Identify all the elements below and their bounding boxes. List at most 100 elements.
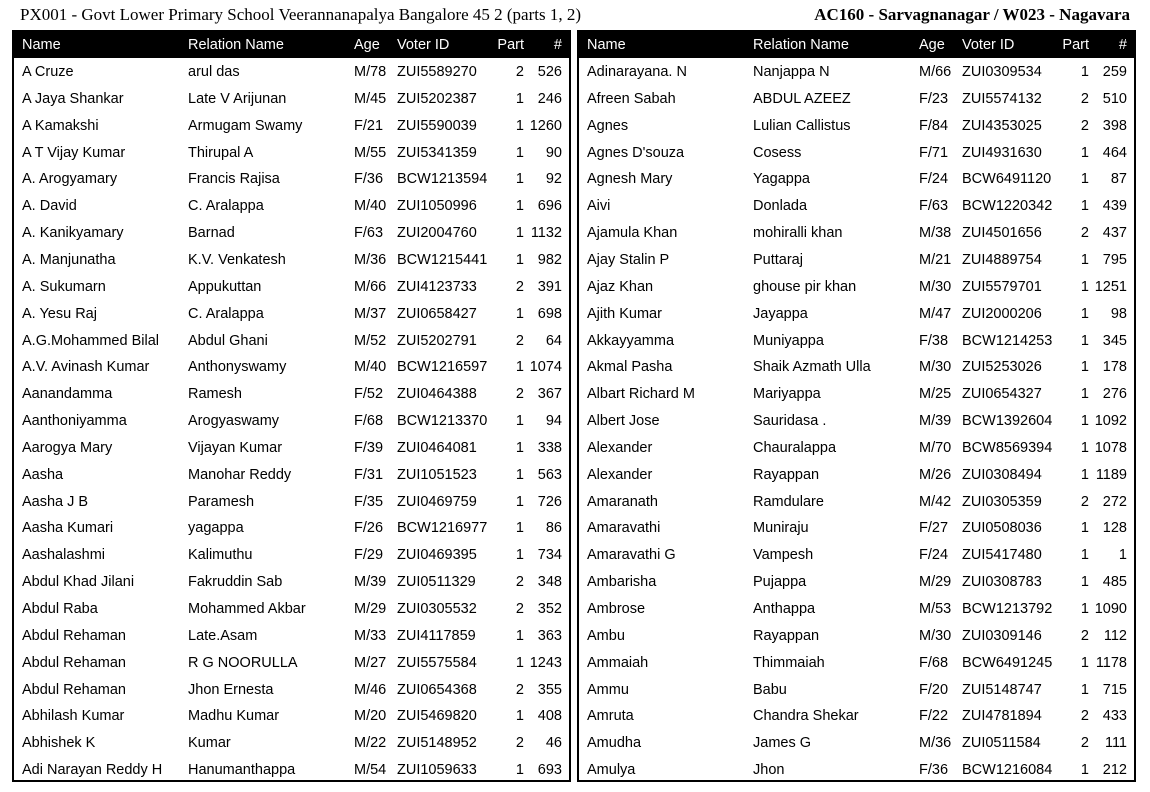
table-row: A Jaya Shankar Late V Arijunan M/45 ZUI5202… [14,86,569,113]
table-row: A. Sukumarn Appukuttan M/66 ZUI4123733 2 391 [14,274,569,301]
table-row: Ajaz Khan ghouse pir khan M/30 ZUI5579701 1 1… [579,274,1134,301]
table-row: Abdul Rehaman Jhon Ernesta M/46 ZUI0654368 2… [14,677,569,704]
cell-age: M/30 [919,627,952,644]
table-row: Aanandamma Ramesh F/52 ZUI0464388 2 367 [14,381,569,408]
cell-name: A. Sukumarn [22,278,106,295]
table-row: Albert Jose Sauridasa . M/39 BCW1392604 1 109… [579,408,1134,435]
table-row: Ambarisha Pujappa M/29 ZUI0308783 1 485 [579,569,1134,596]
cell-number: 1074 [529,359,562,376]
cell-number: 112 [1103,627,1127,644]
cell-voter-id: BCW8569394 [962,439,1053,456]
cell-voter-id: ZUI0654368 [397,681,477,698]
cell-part: 1 [1080,681,1089,698]
cell-age: F/29 [354,547,384,564]
cell-name: A. Arogyamary [22,171,118,188]
cell-name: Ajay Stalin P [587,251,670,268]
cell-age: M/66 [354,278,387,295]
cell-number: 698 [537,305,562,322]
cell-voter-id: ZUI0464081 [397,439,477,456]
cell-part: 1 [1080,171,1089,188]
cell-voter-id: ZUI5574132 [962,90,1042,107]
cell-part: 2 [515,64,524,80]
cell-name: Aivi [587,198,611,215]
cell-part: 2 [1080,117,1089,134]
cell-part: 2 [1080,735,1089,752]
cell-part: 1 [515,413,524,430]
cell-name: Albart Richard M [587,386,695,403]
cell-relation: Pujappa [753,574,807,591]
cell-number: 86 [545,520,562,537]
table-row: Abdul Khad Jilani Fakruddin Sab M/39 ZUI051… [14,569,569,596]
cell-part: 1 [1080,305,1089,322]
cell-number: 982 [537,251,562,268]
table-row: Abdul Rehaman R G NOORULLA M/27 ZUI5575584 1… [14,650,569,677]
cell-voter-id: ZUI5253026 [962,359,1042,376]
cell-name: Ammaiah [587,654,649,671]
cell-age: F/20 [919,681,949,698]
table-row: A Cruze arul das M/78 ZUI5589270 2 526 [14,59,569,86]
cell-relation: ghouse pir khan [753,278,857,295]
cell-name: Akkayyamma [587,332,675,349]
cell-part: 1 [515,198,524,215]
cell-relation: Chauralappa [753,439,837,456]
cell-name: Ambu [587,627,625,644]
cell-voter-id: ZUI5575584 [397,654,477,671]
cell-part: 1 [1080,64,1089,80]
cell-number: 526 [537,64,562,80]
table-row: A. Arogyamary Francis Rajisa F/36 BCW121359… [14,166,569,193]
cell-name: A. David [22,198,77,215]
cell-name: A Kamakshi [22,117,99,134]
cell-relation: Ramesh [188,386,242,403]
cell-part: 1 [1080,601,1089,617]
cell-age: F/68 [919,654,949,671]
cell-voter-id: ZUI4501656 [962,225,1042,242]
cell-relation: Mariyappa [753,386,821,403]
cell-name: Amaravathi [587,520,661,537]
cell-relation: Rayappan [753,466,820,483]
cell-part: 1 [515,117,524,134]
cell-relation: Muniyappa [753,332,824,349]
cell-number: 693 [537,762,562,779]
cell-name: Amruta [587,708,634,725]
cell-number: 92 [545,171,562,188]
polling-station-title: PX001 - Govt Lower Primary School Veeran… [20,5,582,24]
cell-number: 367 [537,386,562,403]
cell-part: 2 [1080,90,1089,107]
cell-voter-id: ZUI5590039 [397,117,477,134]
cell-relation: Vampesh [753,547,814,564]
cell-relation: Arogyaswamy [188,413,280,430]
cell-voter-id: ZUI4889754 [962,251,1042,268]
cell-relation: Donlada [753,198,808,215]
table-row: Aivi Donlada F/63 BCW1220342 1 439 [579,193,1134,220]
table-row: Ambu Rayappan M/30 ZUI0309146 2 112 [579,623,1134,650]
cell-age: F/35 [354,493,384,510]
cell-voter-id: ZUI1059633 [397,762,477,779]
cell-age: M/37 [354,305,387,322]
cell-age: M/54 [354,762,387,779]
cell-name: Abdul Khad Jilani [22,574,135,591]
cell-voter-id: ZUI5341359 [397,144,477,161]
cell-voter-id: ZUI5148747 [962,681,1042,698]
cell-part: 2 [1080,708,1089,725]
cell-part: 1 [515,144,524,161]
cell-age: M/70 [919,439,952,456]
cell-age: M/36 [354,251,387,268]
cell-relation: Chandra Shekar [753,708,859,725]
cell-voter-id: ZUI4117859 [397,627,476,644]
cell-part: 1 [1080,547,1089,564]
cell-relation: Rayappan [753,627,820,644]
table-row: Abhilash Kumar Madhu Kumar M/20 ZUI5469820 1… [14,703,569,730]
cell-part: 1 [1080,574,1089,591]
cell-number: 795 [1102,251,1127,268]
table-row: Afreen Sabah ABDUL AZEEZ F/23 ZUI5574132 2 51… [579,86,1134,113]
cell-age: M/26 [919,466,952,483]
cell-age: M/21 [919,251,952,268]
cell-voter-id: ZUI0309146 [962,627,1042,644]
cell-number: 212 [1102,762,1127,779]
cell-name: Abhilash Kumar [22,708,125,725]
table-row: Ambrose Anthappa M/53 BCW1213792 1 1090 [579,596,1134,623]
cell-number: 1243 [529,654,562,671]
cell-voter-id: ZUI5202791 [397,332,477,349]
column-header-name: Name [22,37,61,53]
cell-voter-id: ZUI4781894 [962,708,1042,725]
